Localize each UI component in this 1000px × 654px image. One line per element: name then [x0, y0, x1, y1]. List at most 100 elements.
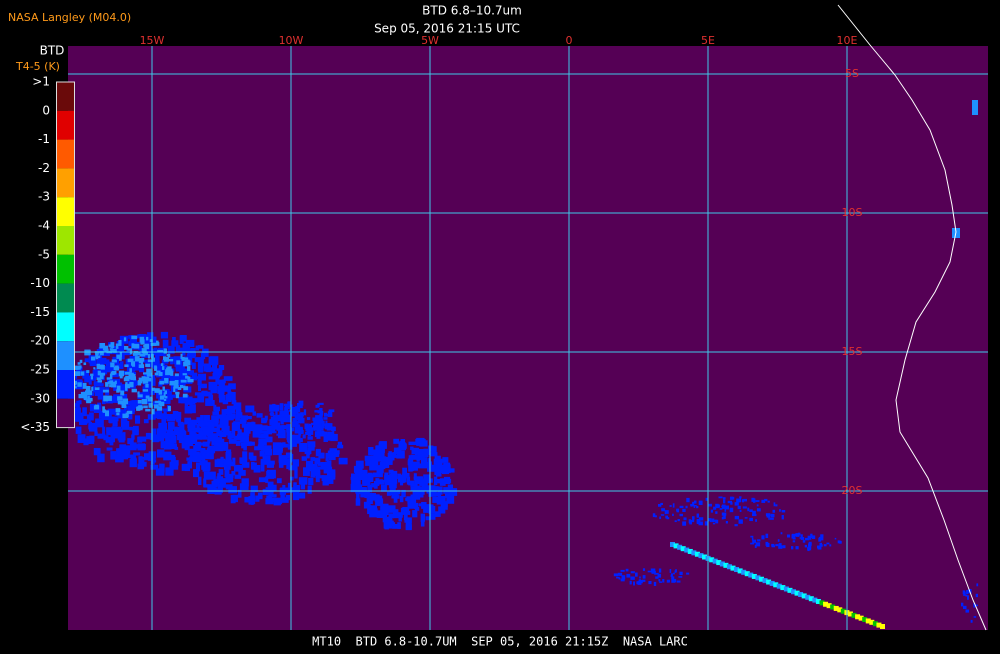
- cloud-pixel: [89, 422, 98, 432]
- cloud-pixel: [182, 373, 187, 376]
- cloud-pixel: [388, 451, 392, 456]
- cloud-pixel: [125, 358, 133, 367]
- cloud-pixel: [626, 573, 631, 578]
- cloud-pixel: [170, 443, 177, 450]
- cloud-pixel: [403, 512, 408, 521]
- cloud-pixel: [775, 544, 779, 547]
- cloud-pixel: [247, 422, 256, 432]
- cloud-pixel: [173, 357, 177, 361]
- cloud-pixel: [737, 568, 743, 574]
- cloud-pixel: [410, 466, 415, 471]
- cloud-pixel: [403, 472, 410, 477]
- cloud-pixel: [802, 540, 806, 543]
- cloud-pixel: [448, 488, 458, 496]
- cloud-pixel: [666, 517, 670, 520]
- cloud-pixel: [138, 364, 145, 369]
- cloud-pixel: [738, 519, 743, 524]
- cloud-pixel: [111, 359, 117, 363]
- cloud-pixel: [98, 364, 104, 370]
- cloud-pixel: [231, 422, 239, 431]
- cloud-pixel: [394, 490, 399, 497]
- cloud-pixel: [443, 464, 451, 474]
- cloud-pixel: [730, 502, 733, 505]
- cloud-pixel: [127, 438, 134, 445]
- cloud-pixel: [176, 357, 186, 362]
- cloud-pixel: [144, 343, 150, 350]
- cloud-pixel: [225, 453, 229, 462]
- cloud-pixel: [156, 391, 165, 399]
- cloud-pixel: [159, 380, 165, 385]
- cloud-pixel: [222, 379, 226, 384]
- cloud-pixel: [751, 573, 757, 579]
- cloud-pixel: [671, 576, 675, 580]
- cloud-pixel: [240, 434, 249, 443]
- cloud-pixel: [205, 398, 213, 406]
- cloud-pixel: [203, 478, 207, 488]
- cloud-pixel: [167, 359, 174, 362]
- cloud-pixel: [117, 400, 124, 405]
- cloud-pixel: [638, 580, 643, 584]
- cloud-pixel: [164, 396, 168, 399]
- cloud-pixel: [169, 395, 173, 400]
- cloud-pixel: [258, 477, 268, 483]
- cloud-pixel: [183, 386, 189, 391]
- cloud-pixel: [235, 412, 243, 419]
- cloud-pixel: [183, 357, 189, 360]
- cloud-pixel: [271, 405, 276, 412]
- cloud-pixel: [137, 391, 140, 395]
- cloud-pixel: [220, 421, 227, 425]
- cloud-pixel: [851, 612, 857, 618]
- cloud-pixel: [129, 458, 137, 468]
- cloud-pixel: [440, 502, 448, 508]
- cloud-pixel: [173, 386, 176, 393]
- cloud-pixel: [214, 406, 221, 412]
- cloud-pixel: [107, 412, 112, 418]
- cloud-pixel: [109, 437, 114, 446]
- cloud-pixel: [230, 413, 236, 419]
- cloud-pixel: [765, 513, 771, 517]
- cloud-pixel: [314, 468, 321, 476]
- cloud-pixel: [772, 509, 776, 513]
- cloud-pixel: [381, 456, 387, 462]
- cloud-pixel: [138, 436, 147, 442]
- cloud-pixel: [401, 479, 405, 484]
- cloud-pixel: [170, 454, 176, 461]
- cloud-pixel: [658, 504, 662, 507]
- cloud-pixel: [199, 431, 204, 437]
- cloud-pixel: [272, 431, 277, 434]
- cloud-pixel: [718, 496, 723, 499]
- cloud-pixel: [766, 579, 772, 585]
- cloud-pixel: [254, 424, 263, 431]
- cloud-pixel: [234, 474, 242, 479]
- cloud-pixel: [305, 426, 310, 432]
- cloud-pixel: [734, 524, 738, 527]
- legend-label: -4: [38, 219, 50, 233]
- cloud-pixel: [739, 496, 742, 498]
- cloud-pixel: [157, 449, 165, 458]
- cloud-pixel: [674, 520, 677, 523]
- cloud-pixel: [126, 454, 135, 458]
- cloud-pixel: [110, 342, 115, 349]
- cloud-pixel: [970, 619, 973, 623]
- cloud-pixel: [79, 418, 87, 425]
- cloud-pixel: [823, 601, 829, 607]
- cloud-pixel: [212, 358, 218, 364]
- cloud-pixel: [780, 585, 786, 591]
- cloud-pixel: [73, 380, 78, 385]
- cloud-pixel: [713, 519, 718, 522]
- cloud-pixel: [793, 535, 796, 538]
- cloud-pixel: [74, 371, 81, 376]
- cloud-pixel: [286, 460, 291, 470]
- cloud-pixel: [129, 368, 132, 373]
- cloud-pixel: [312, 417, 318, 421]
- cloud-pixel: [359, 487, 367, 494]
- cloud-pixel: [131, 335, 138, 340]
- cloud-pixel: [115, 408, 121, 413]
- cloud-pixel: [829, 544, 832, 547]
- cloud-pixel: [112, 417, 119, 422]
- cloud-pixel: [238, 470, 246, 476]
- cloud-pixel: [197, 380, 202, 386]
- cloud-pixel: [133, 353, 138, 356]
- cloud-pixel: [310, 470, 316, 478]
- cloud-pixel: [752, 510, 756, 516]
